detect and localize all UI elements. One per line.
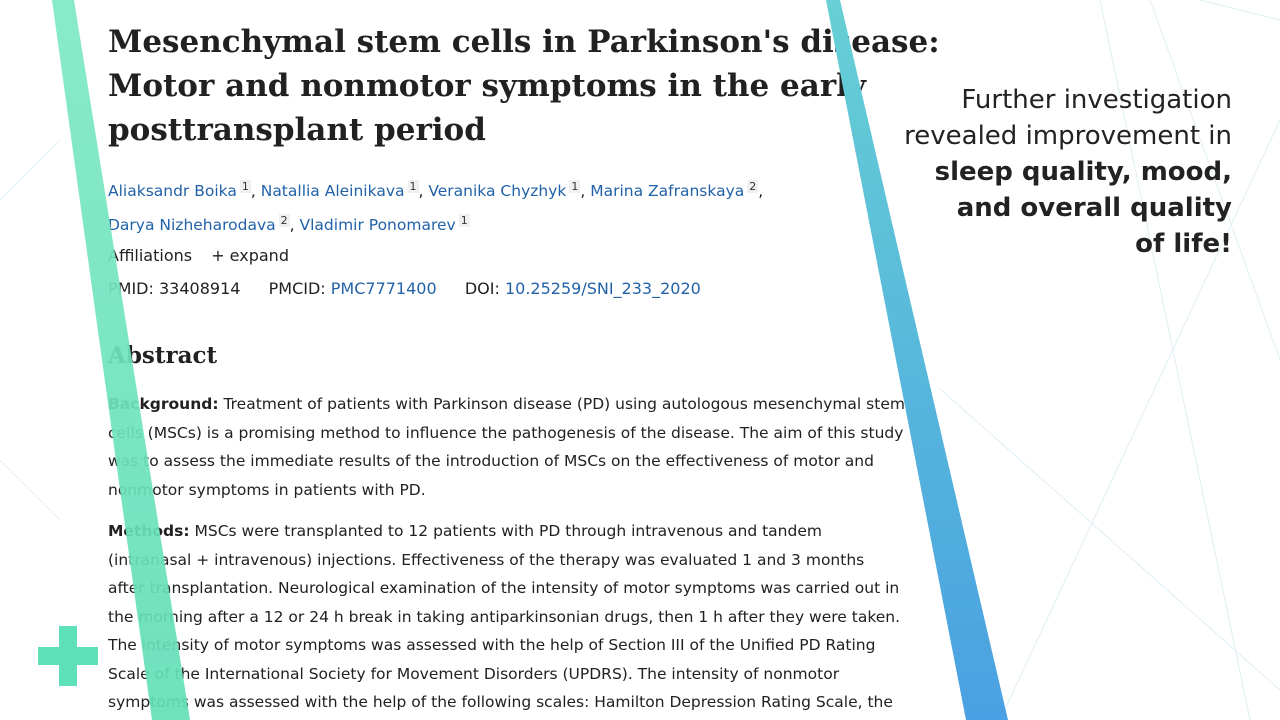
title-line: Mesenchymal stem cells in Parkinson's di… xyxy=(108,24,940,60)
paragraph-line: was to assess the immediate results of t… xyxy=(108,452,874,470)
title-line: Motor and nonmotor symptoms in the early xyxy=(108,68,866,104)
paragraph-line: after transplantation. Neurological exam… xyxy=(108,579,900,597)
affiliation-number[interactable]: 1 xyxy=(458,214,470,228)
affiliation-number[interactable]: 2 xyxy=(747,180,759,193)
paragraph-line: nonmotor symptoms in patients with PD. xyxy=(108,480,426,499)
background-paragraph: Background: Treatment of patients with P… xyxy=(108,390,940,504)
doi-label: DOI: xyxy=(464,279,500,298)
paragraph-line: Methods: MSCs were transplanted to 12 pa… xyxy=(108,517,940,546)
author-link[interactable]: Vladimir Ponomarev xyxy=(299,216,456,235)
affiliations-label: Affiliations xyxy=(108,246,193,265)
pmid-value: 33408914 xyxy=(158,279,241,298)
paragraph-line: Background: Treatment of patients with P… xyxy=(108,390,940,419)
paragraph-line: symptoms was assessed with the help of t… xyxy=(108,693,893,711)
headline-line-bold: of life! xyxy=(1135,229,1232,259)
article-title: Mesenchymal stem cells in Parkinson's di… xyxy=(108,20,940,152)
background-label: Background: xyxy=(108,395,219,413)
abstract-heading: Abstract xyxy=(108,342,218,369)
paragraph-line: (intranasal + intravenous) injections. E… xyxy=(108,550,865,569)
pmid-label: PMID: xyxy=(108,279,154,298)
paragraph-text: MSCs were transplanted to 12 patients wi… xyxy=(189,522,822,540)
identifiers-row: PMID: 33408914 PMCID: PMC7771400 DOI: 10… xyxy=(108,279,701,298)
paragraph-text: Treatment of patients with Parkinson dis… xyxy=(218,395,905,413)
pmcid-label: PMCID: xyxy=(268,279,326,298)
paragraph-line: The intensity of motor symptoms was asse… xyxy=(108,636,876,654)
paragraph-line: the morning after a 12 or 24 h break in … xyxy=(108,607,901,626)
author-link[interactable]: Darya Nizheharodava xyxy=(108,216,276,235)
headline-line: revealed improvement in xyxy=(904,121,1232,151)
affiliations-row: Affiliations + expand xyxy=(108,246,289,265)
author-list: Aliaksandr Boika 1, Natallia Aleinikava 1,… xyxy=(108,180,764,235)
author-link[interactable]: Natallia Aleinikava xyxy=(260,182,405,201)
doi-link[interactable]: 10.25259/SNI_233_2020 xyxy=(504,279,701,298)
headline-line-bold: and overall quality xyxy=(956,193,1232,223)
affiliation-number[interactable]: 2 xyxy=(278,214,290,228)
author-link[interactable]: Veranika Chyzhyk xyxy=(428,182,567,201)
headline-line: Further investigation xyxy=(961,85,1232,115)
plus-icon xyxy=(38,626,98,686)
affiliation-number[interactable]: 1 xyxy=(407,180,419,193)
paragraph-line: Scale of the International Society for M… xyxy=(108,664,840,683)
author-link[interactable]: Marina Zafranskaya xyxy=(590,182,745,201)
affiliation-number[interactable]: 1 xyxy=(569,180,581,193)
headline-line-bold: sleep quality, mood, xyxy=(934,157,1232,187)
expand-button[interactable]: + expand xyxy=(211,246,289,265)
methods-label: Methods: xyxy=(108,522,190,540)
slide-headline: Further investigation revealed improveme… xyxy=(872,82,1232,262)
author-link[interactable]: Aliaksandr Boika xyxy=(108,182,237,201)
pmcid-link[interactable]: PMC7771400 xyxy=(330,279,437,298)
affiliation-number[interactable]: 1 xyxy=(239,180,251,193)
paragraph-line: cells (MSCs) is a promising method to in… xyxy=(108,423,904,442)
methods-paragraph: Methods: MSCs were transplanted to 12 pa… xyxy=(108,517,940,717)
article-screenshot: Mesenchymal stem cells in Parkinson's di… xyxy=(60,0,940,720)
title-line: posttransplant period xyxy=(108,112,486,148)
